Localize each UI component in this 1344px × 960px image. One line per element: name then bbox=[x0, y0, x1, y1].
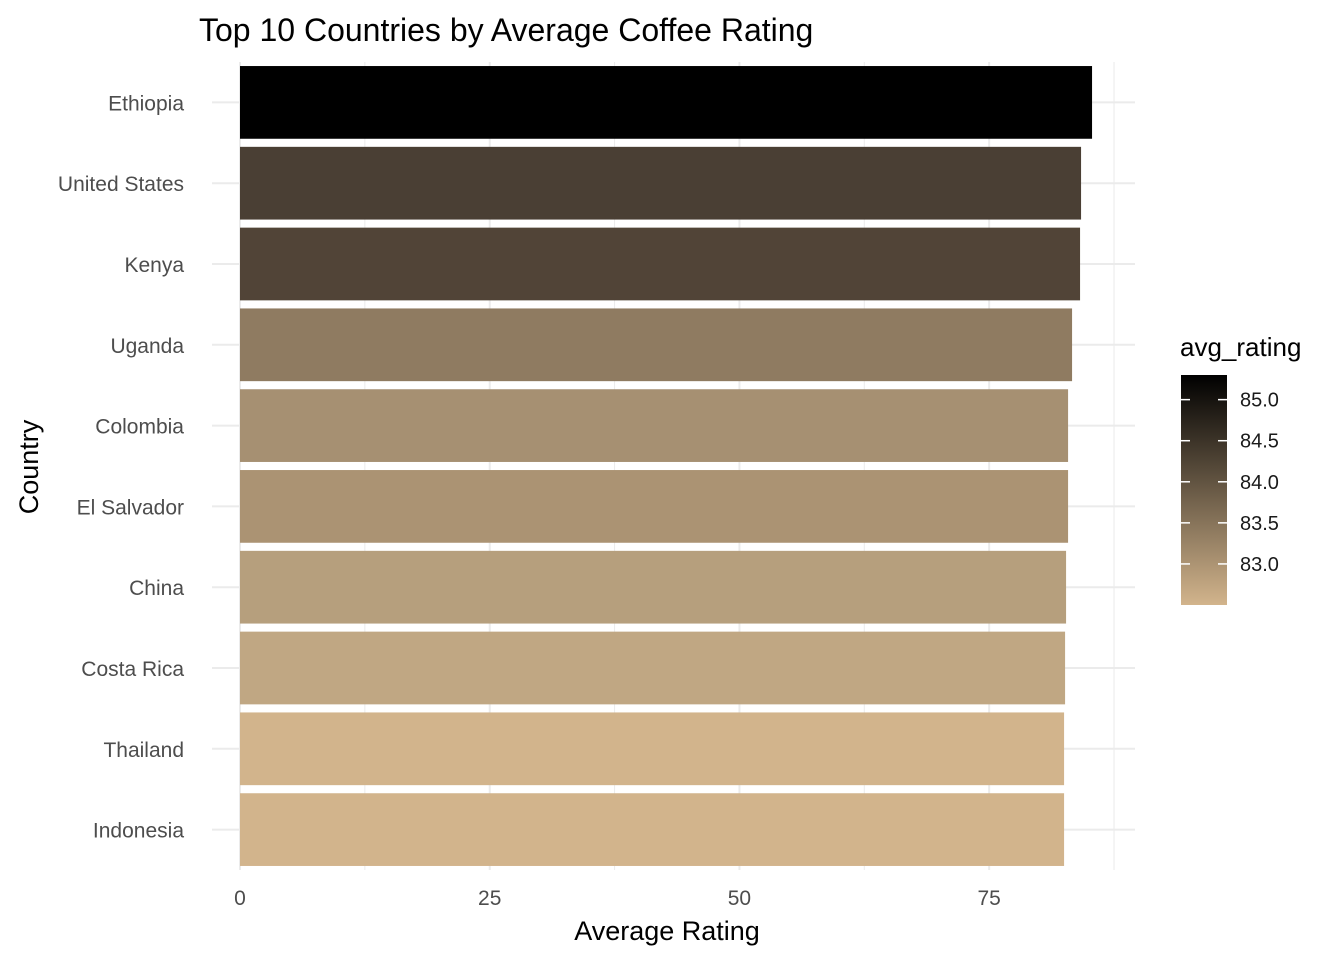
legend-colorbar bbox=[1181, 375, 1227, 605]
legend-title: avg_rating bbox=[1180, 332, 1301, 362]
legend-tick-label: 84.5 bbox=[1240, 431, 1279, 453]
bar-kenya bbox=[240, 227, 1081, 301]
y-tick-label: Ethiopia bbox=[108, 92, 184, 115]
x-tick-label: 50 bbox=[728, 887, 751, 910]
x-tick-label: 0 bbox=[234, 887, 246, 910]
bars bbox=[240, 66, 1093, 866]
bar-uganda bbox=[240, 308, 1073, 382]
y-axis-title: Country bbox=[14, 419, 44, 514]
y-tick-label: United States bbox=[58, 173, 184, 196]
x-tick-label: 75 bbox=[977, 887, 1000, 910]
x-tick-label: 25 bbox=[478, 887, 501, 910]
x-axis-title: Average Rating bbox=[574, 916, 760, 946]
bar-united-states bbox=[240, 146, 1082, 220]
bar-thailand bbox=[240, 712, 1065, 786]
legend-ticks: 85.0 84.5 84.0 83.5 83.0 bbox=[1181, 390, 1279, 576]
legend-tick-label: 83.0 bbox=[1240, 554, 1279, 576]
bar-china bbox=[240, 550, 1067, 624]
y-tick-label: El Salvador bbox=[77, 496, 184, 519]
legend-tick-label: 83.5 bbox=[1240, 513, 1279, 535]
y-tick-label: Kenya bbox=[124, 254, 184, 277]
color-legend: avg_rating 85.0 84.5 84.0 83.5 83.0 bbox=[1180, 332, 1301, 605]
x-axis-ticks: 0 25 50 75 bbox=[234, 887, 1001, 910]
y-tick-label: Thailand bbox=[103, 739, 184, 762]
y-tick-label: Uganda bbox=[110, 335, 184, 358]
bar-colombia bbox=[240, 389, 1069, 462]
y-tick-label: China bbox=[129, 577, 184, 600]
bar-el-salvador bbox=[240, 470, 1069, 543]
legend-tick-label: 85.0 bbox=[1240, 390, 1279, 412]
y-axis-ticks: Ethiopia United States Kenya Uganda Colombia… bbox=[58, 92, 184, 842]
legend-tick-label: 84.0 bbox=[1240, 472, 1279, 494]
y-tick-label: Colombia bbox=[95, 416, 184, 439]
bar-indonesia bbox=[240, 793, 1065, 866]
y-tick-label: Indonesia bbox=[93, 820, 184, 843]
bar-ethiopia bbox=[240, 66, 1093, 139]
bar-costa-rica bbox=[240, 631, 1066, 705]
chart-title: Top 10 Countries by Average Coffee Ratin… bbox=[199, 12, 813, 48]
y-tick-label: Costa Rica bbox=[81, 658, 184, 681]
